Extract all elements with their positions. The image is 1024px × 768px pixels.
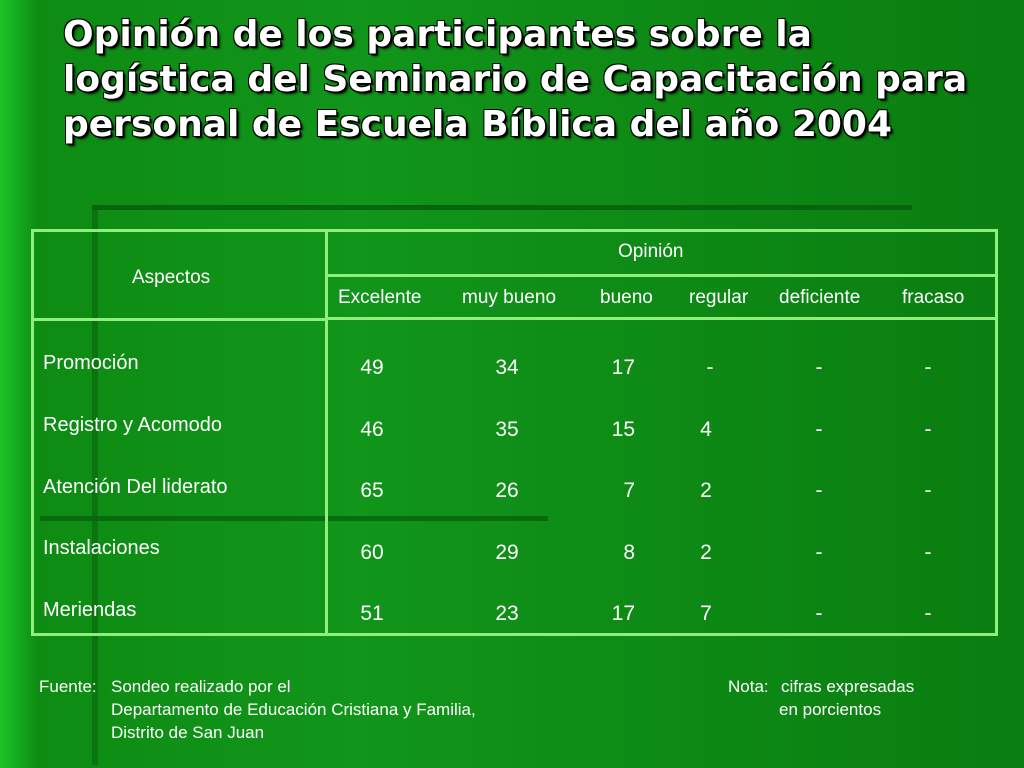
column-header-excelente: Excelente — [338, 287, 422, 308]
source-line-2: Departamento de Educación Cristiana y Fa… — [111, 700, 476, 719]
cell-value: 15 — [611, 418, 635, 441]
source-line-1: Sondeo realizado por el — [111, 677, 291, 696]
row-aspect-meriendas: Meriendas — [43, 599, 137, 621]
cell-value: - — [815, 479, 823, 502]
column-header-muy-bueno: muy bueno — [462, 287, 557, 308]
cell-value: 17 — [611, 356, 635, 379]
cell-value: - — [815, 541, 823, 564]
cell-value: 17 — [611, 602, 635, 625]
note-label: Nota: — [728, 677, 769, 696]
cell-value: 7 — [700, 602, 712, 625]
cell-value: - — [924, 479, 932, 502]
cell-value: - — [815, 602, 823, 625]
cell-value: 4 — [700, 418, 712, 441]
note-line-2: en porcientos — [779, 700, 882, 719]
column-header-regular: regular — [689, 287, 749, 308]
row-aspect-promocion: Promoción — [43, 352, 139, 374]
cell-value: - — [706, 356, 714, 379]
column-header-deficiente: deficiente — [779, 287, 861, 308]
header-divider — [325, 317, 998, 320]
cell-value: 26 — [495, 479, 519, 502]
source-label: Fuente: — [39, 677, 97, 696]
cell-value: 7 — [623, 479, 635, 502]
note-line-1: cifras expresadas — [781, 677, 915, 696]
row-aspect-atencion: Atención Del liderato — [43, 476, 228, 498]
cell-value: - — [924, 356, 932, 379]
cell-value: 60 — [360, 541, 384, 564]
column-header-fracaso: fracaso — [902, 287, 965, 308]
cell-value: - — [815, 356, 823, 379]
slide-title: Opinión de los participantes sobre la lo… — [63, 14, 968, 145]
row-aspect-registro: Registro y Acomodo — [43, 414, 222, 436]
cell-value: 49 — [360, 356, 384, 379]
cell-value: 51 — [360, 602, 384, 625]
decor-horizontal-line-top — [92, 205, 912, 210]
column-header-bueno: bueno — [600, 287, 653, 308]
values-box — [325, 274, 998, 636]
opinion-header: Opinión — [618, 241, 684, 262]
cell-value: 34 — [495, 356, 519, 379]
cell-value: - — [924, 602, 932, 625]
cell-value: 35 — [495, 418, 519, 441]
decor-horizontal-line-middle — [40, 516, 548, 521]
cell-value: - — [815, 418, 823, 441]
cell-value: - — [924, 541, 932, 564]
cell-value: 65 — [360, 479, 384, 502]
cell-value: 23 — [495, 602, 519, 625]
aspect-header: Aspectos — [132, 267, 211, 288]
cell-value: 2 — [700, 541, 712, 564]
decor-vertical-line — [92, 205, 98, 765]
cell-value: - — [924, 418, 932, 441]
cell-value: 2 — [700, 479, 712, 502]
row-aspect-instalaciones: Instalaciones — [43, 537, 160, 559]
cell-value: 29 — [495, 541, 519, 564]
cell-value: 8 — [623, 541, 635, 564]
cell-value: 46 — [360, 418, 384, 441]
source-line-3: Distrito de San Juan — [111, 723, 265, 742]
